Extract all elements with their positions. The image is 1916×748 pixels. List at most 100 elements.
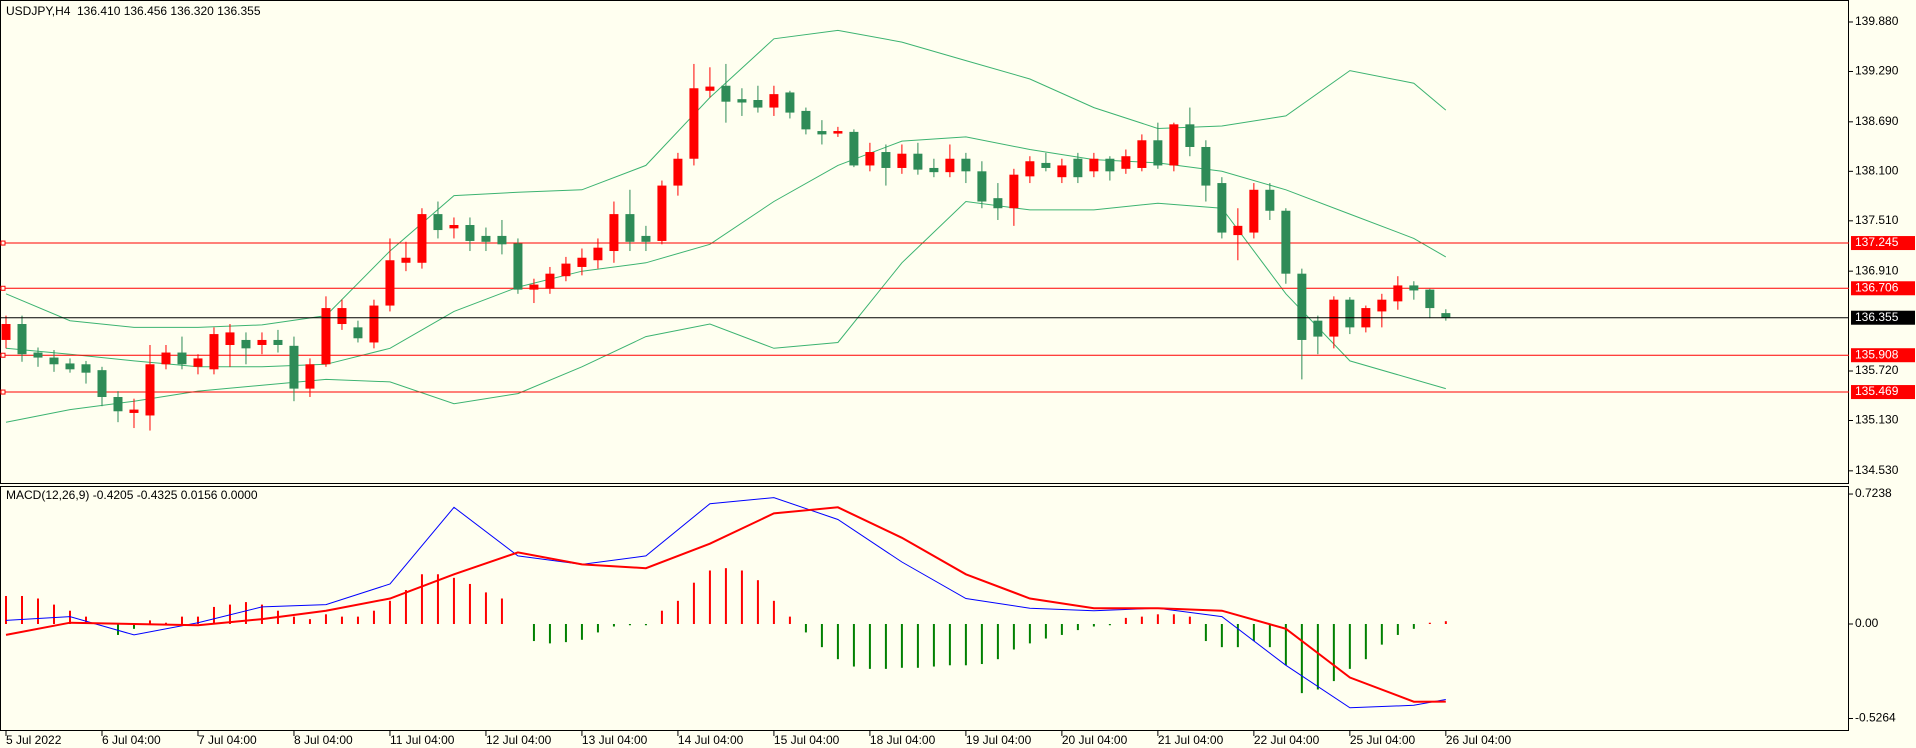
candle-body [849,131,859,166]
bollinger-band [5,29,1447,328]
candle-body [225,332,235,345]
x-tick-label: 19 Jul 04:00 [966,733,1032,747]
level-anchor [0,389,6,395]
candle-body [961,158,971,172]
candle-body [513,243,523,290]
candle-body [401,257,411,263]
candle-body [193,358,203,367]
macd-line [5,497,1446,709]
candle-body [977,171,987,202]
candle-body [113,397,123,412]
level-label: 135.908 [1855,347,1899,361]
candle-body [753,100,763,108]
candle-body [465,225,475,241]
candle-body [1249,189,1259,233]
x-tick-label: 6 Jul 04:00 [102,733,161,747]
candle-body [1073,158,1083,178]
candle-body [529,284,539,290]
candle-body [353,327,363,339]
candle-body [673,158,683,186]
candle-body [897,153,907,168]
candle-body [1233,225,1243,236]
candle-body [369,305,379,343]
level-anchor [0,285,6,291]
level-anchor [0,240,6,246]
y-tick-label: 135.130 [1855,413,1899,427]
macd-line [5,506,1446,703]
candle-body [81,364,91,373]
candle-body [785,92,795,113]
candle-body [1313,320,1323,337]
y-tick-label: 139.880 [1855,14,1899,28]
y-tick-label: 138.100 [1855,163,1899,177]
candle-body [1281,210,1291,274]
candle-body [129,409,139,413]
y-tick-label: 0.00 [1855,616,1879,630]
x-tick-label: 15 Jul 04:00 [774,733,840,747]
candle-body [929,167,939,173]
candle-body [1041,162,1051,168]
candle-body [817,131,827,135]
candle-body [881,152,891,168]
candle-body [577,257,587,267]
candle-body [609,214,619,252]
x-tick-label: 18 Jul 04:00 [870,733,936,747]
candle-body [209,334,219,370]
x-tick-label: 11 Jul 04:00 [390,733,455,747]
x-tick-label: 26 Jul 04:00 [1446,733,1512,747]
candle-body [1441,313,1451,318]
candle-body [433,214,443,231]
candle-body [17,324,27,355]
candle-body [1089,158,1099,172]
level-label-box [1851,236,1915,251]
candle-body [65,363,75,370]
bollinger-band [5,136,1447,368]
y-tick-label: 139.290 [1855,64,1899,78]
x-tick-label: 12 Jul 04:00 [486,733,552,747]
level-label-box [1851,281,1915,296]
candle-body [705,86,715,91]
candle-body [417,214,427,263]
candle-body [305,364,315,389]
candle-body [1201,146,1211,186]
candle-body [481,235,491,242]
candle-body [1345,299,1355,328]
y-tick-label: 138.690 [1855,114,1899,128]
y-tick-label: 134.530 [1855,463,1899,477]
y-tick-label: 135.720 [1855,363,1899,377]
candle-body [1409,285,1419,291]
candle-body [1025,161,1035,177]
level-label: 135.469 [1855,384,1899,398]
candle-body [161,352,171,365]
candle-body [913,153,923,170]
candle-body [257,339,267,345]
y-tick-label: -0.5264 [1855,711,1896,725]
candle-body [545,273,555,289]
y-tick-label: 137.510 [1855,213,1899,227]
candle-body [1105,158,1115,172]
candle-body [625,214,635,242]
candle-body [241,339,251,349]
candle-body [721,85,731,102]
macd-title: MACD(12,26,9) -0.4205 -0.4325 0.0156 0.0… [6,488,258,502]
y-tick-label: 0.7238 [1855,486,1892,500]
level-label: 137.245 [1855,235,1899,249]
candle-body [593,247,603,261]
candle-body [145,364,155,416]
candle-body [1,324,11,340]
candle-body [289,345,299,389]
candle-body [1121,156,1131,169]
x-tick-label: 7 Jul 04:00 [198,733,257,747]
candle-body [641,235,651,242]
last-price-label: 136.355 [1855,310,1899,324]
candle-body [993,198,1003,209]
candle-body [449,225,459,229]
candle-body [865,152,875,166]
candle-body [1297,273,1307,340]
level-label-box [1851,348,1915,363]
level-label: 136.706 [1855,280,1899,294]
candle-body [1217,183,1227,233]
main-panel-frame [0,0,1849,484]
x-tick-label: 22 Jul 04:00 [1254,733,1320,747]
